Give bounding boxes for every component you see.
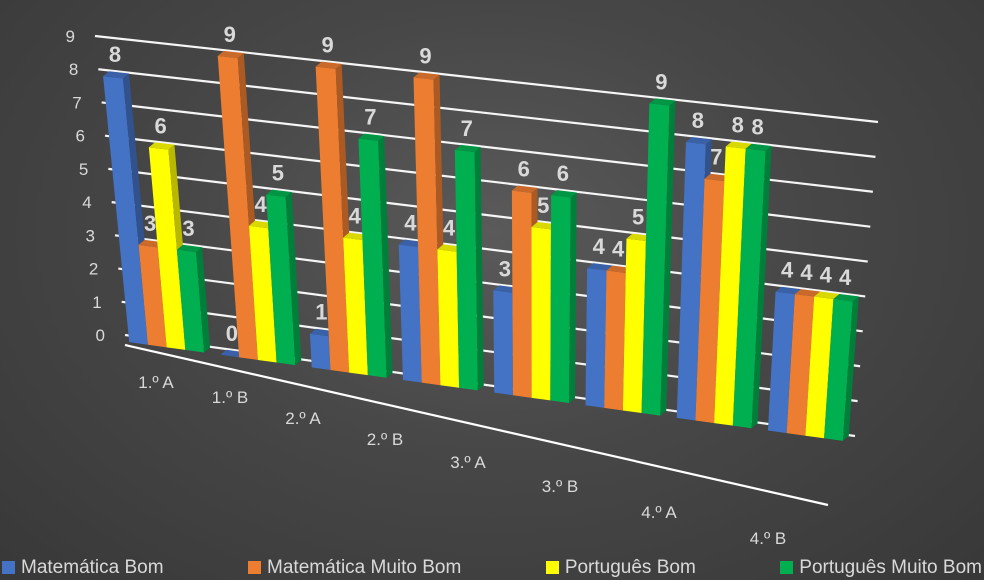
data-label: 5: [537, 193, 549, 218]
legend-item-matematica-bom[interactable]: Matemática Bom: [2, 557, 164, 579]
bar: [454, 144, 484, 391]
data-label: 8: [732, 112, 744, 137]
data-label: 4: [593, 234, 606, 259]
data-label: 4: [781, 258, 794, 283]
legend-item-portugues-muito-bom[interactable]: Português Muito Bom: [780, 557, 982, 579]
data-label: 5: [632, 205, 644, 230]
legend-label: Português Muito Bom: [799, 556, 982, 578]
y-tick-label: 5: [79, 160, 88, 179]
y-tick-label: 1: [92, 293, 101, 312]
data-label: 8: [109, 42, 121, 67]
y-tick-label: 4: [82, 193, 91, 212]
data-label: 4: [443, 215, 456, 240]
data-label: 4: [820, 263, 833, 288]
y-tick-label: 0: [96, 326, 105, 345]
x-tick-label: 1.º B: [212, 388, 248, 407]
bar: [550, 190, 577, 403]
y-tick-label: 2: [89, 260, 98, 279]
bar: [824, 293, 859, 441]
data-label: 5: [272, 161, 284, 186]
floor-edge: [124, 343, 829, 507]
x-tick-label: 1.º A: [138, 373, 174, 392]
bar: [358, 133, 393, 378]
x-tick-label: 3.º A: [450, 453, 486, 472]
y-tick-label: 7: [72, 93, 81, 112]
data-label: 4: [839, 265, 852, 290]
data-label: 4: [349, 204, 362, 229]
data-label: 8: [751, 115, 763, 140]
bar: [732, 143, 772, 429]
legend-swatch: [780, 561, 794, 574]
data-label: 6: [557, 161, 569, 186]
y-tick-label: 9: [66, 27, 75, 46]
data-label: 9: [224, 22, 236, 47]
legend-swatch: [545, 561, 559, 574]
data-label: 4: [612, 237, 625, 262]
legend-label: Matemática Muito Bom: [267, 556, 462, 578]
data-label: 3: [144, 211, 156, 236]
legend-label: Matemática Bom: [21, 556, 164, 578]
bar: [176, 244, 211, 353]
y-tick-label: 6: [76, 127, 85, 146]
data-label: 6: [155, 113, 167, 138]
legend-swatch: [248, 561, 262, 574]
legend-item-matematica-muito-bom[interactable]: Matemática Muito Bom: [248, 557, 461, 579]
data-label: 7: [364, 105, 376, 130]
legend-label: Português Bom: [564, 556, 696, 578]
data-label: 8: [692, 108, 704, 133]
legend-swatch: [2, 561, 15, 574]
data-label: 0: [226, 321, 238, 346]
data-label: 9: [655, 69, 667, 94]
x-axis-ticks: 1.º A 1.º B 2.º A 2.º B 3.º A 3.º B 4.º A 4.º B: [138, 373, 786, 548]
data-label: 9: [322, 33, 334, 58]
data-label: 6: [518, 157, 530, 182]
y-tick-label: 8: [69, 60, 78, 79]
x-tick-label: 3.º B: [542, 477, 578, 496]
bar: [641, 98, 676, 416]
x-tick-label: 2.º A: [285, 409, 321, 428]
legend-item-portugues-bom[interactable]: Português Bom: [545, 556, 696, 579]
data-label: 7: [461, 116, 473, 141]
data-label: 9: [419, 43, 431, 68]
data-label: 3: [182, 216, 194, 241]
y-axis-ticks: 0 1 2 3 4 5 6 7 8 9: [66, 27, 105, 345]
data-label: 1: [315, 300, 327, 325]
legend: Matemática Bom Matemática Muito Bom Port…: [0, 555, 984, 580]
x-tick-label: 2.º B: [367, 430, 403, 449]
x-tick-label: 4.º A: [641, 503, 677, 522]
bar: [266, 189, 302, 366]
data-label: 4: [254, 192, 267, 217]
gridline: [94, 34, 879, 124]
bars: [103, 50, 859, 441]
data-label: 4: [404, 211, 417, 236]
data-label: 3: [499, 256, 511, 281]
y-tick-label: 3: [86, 226, 95, 245]
data-label: 4: [800, 260, 813, 285]
data-label: 7: [710, 145, 722, 170]
gridline: [98, 68, 876, 158]
x-tick-label: 4.º B: [750, 529, 786, 548]
